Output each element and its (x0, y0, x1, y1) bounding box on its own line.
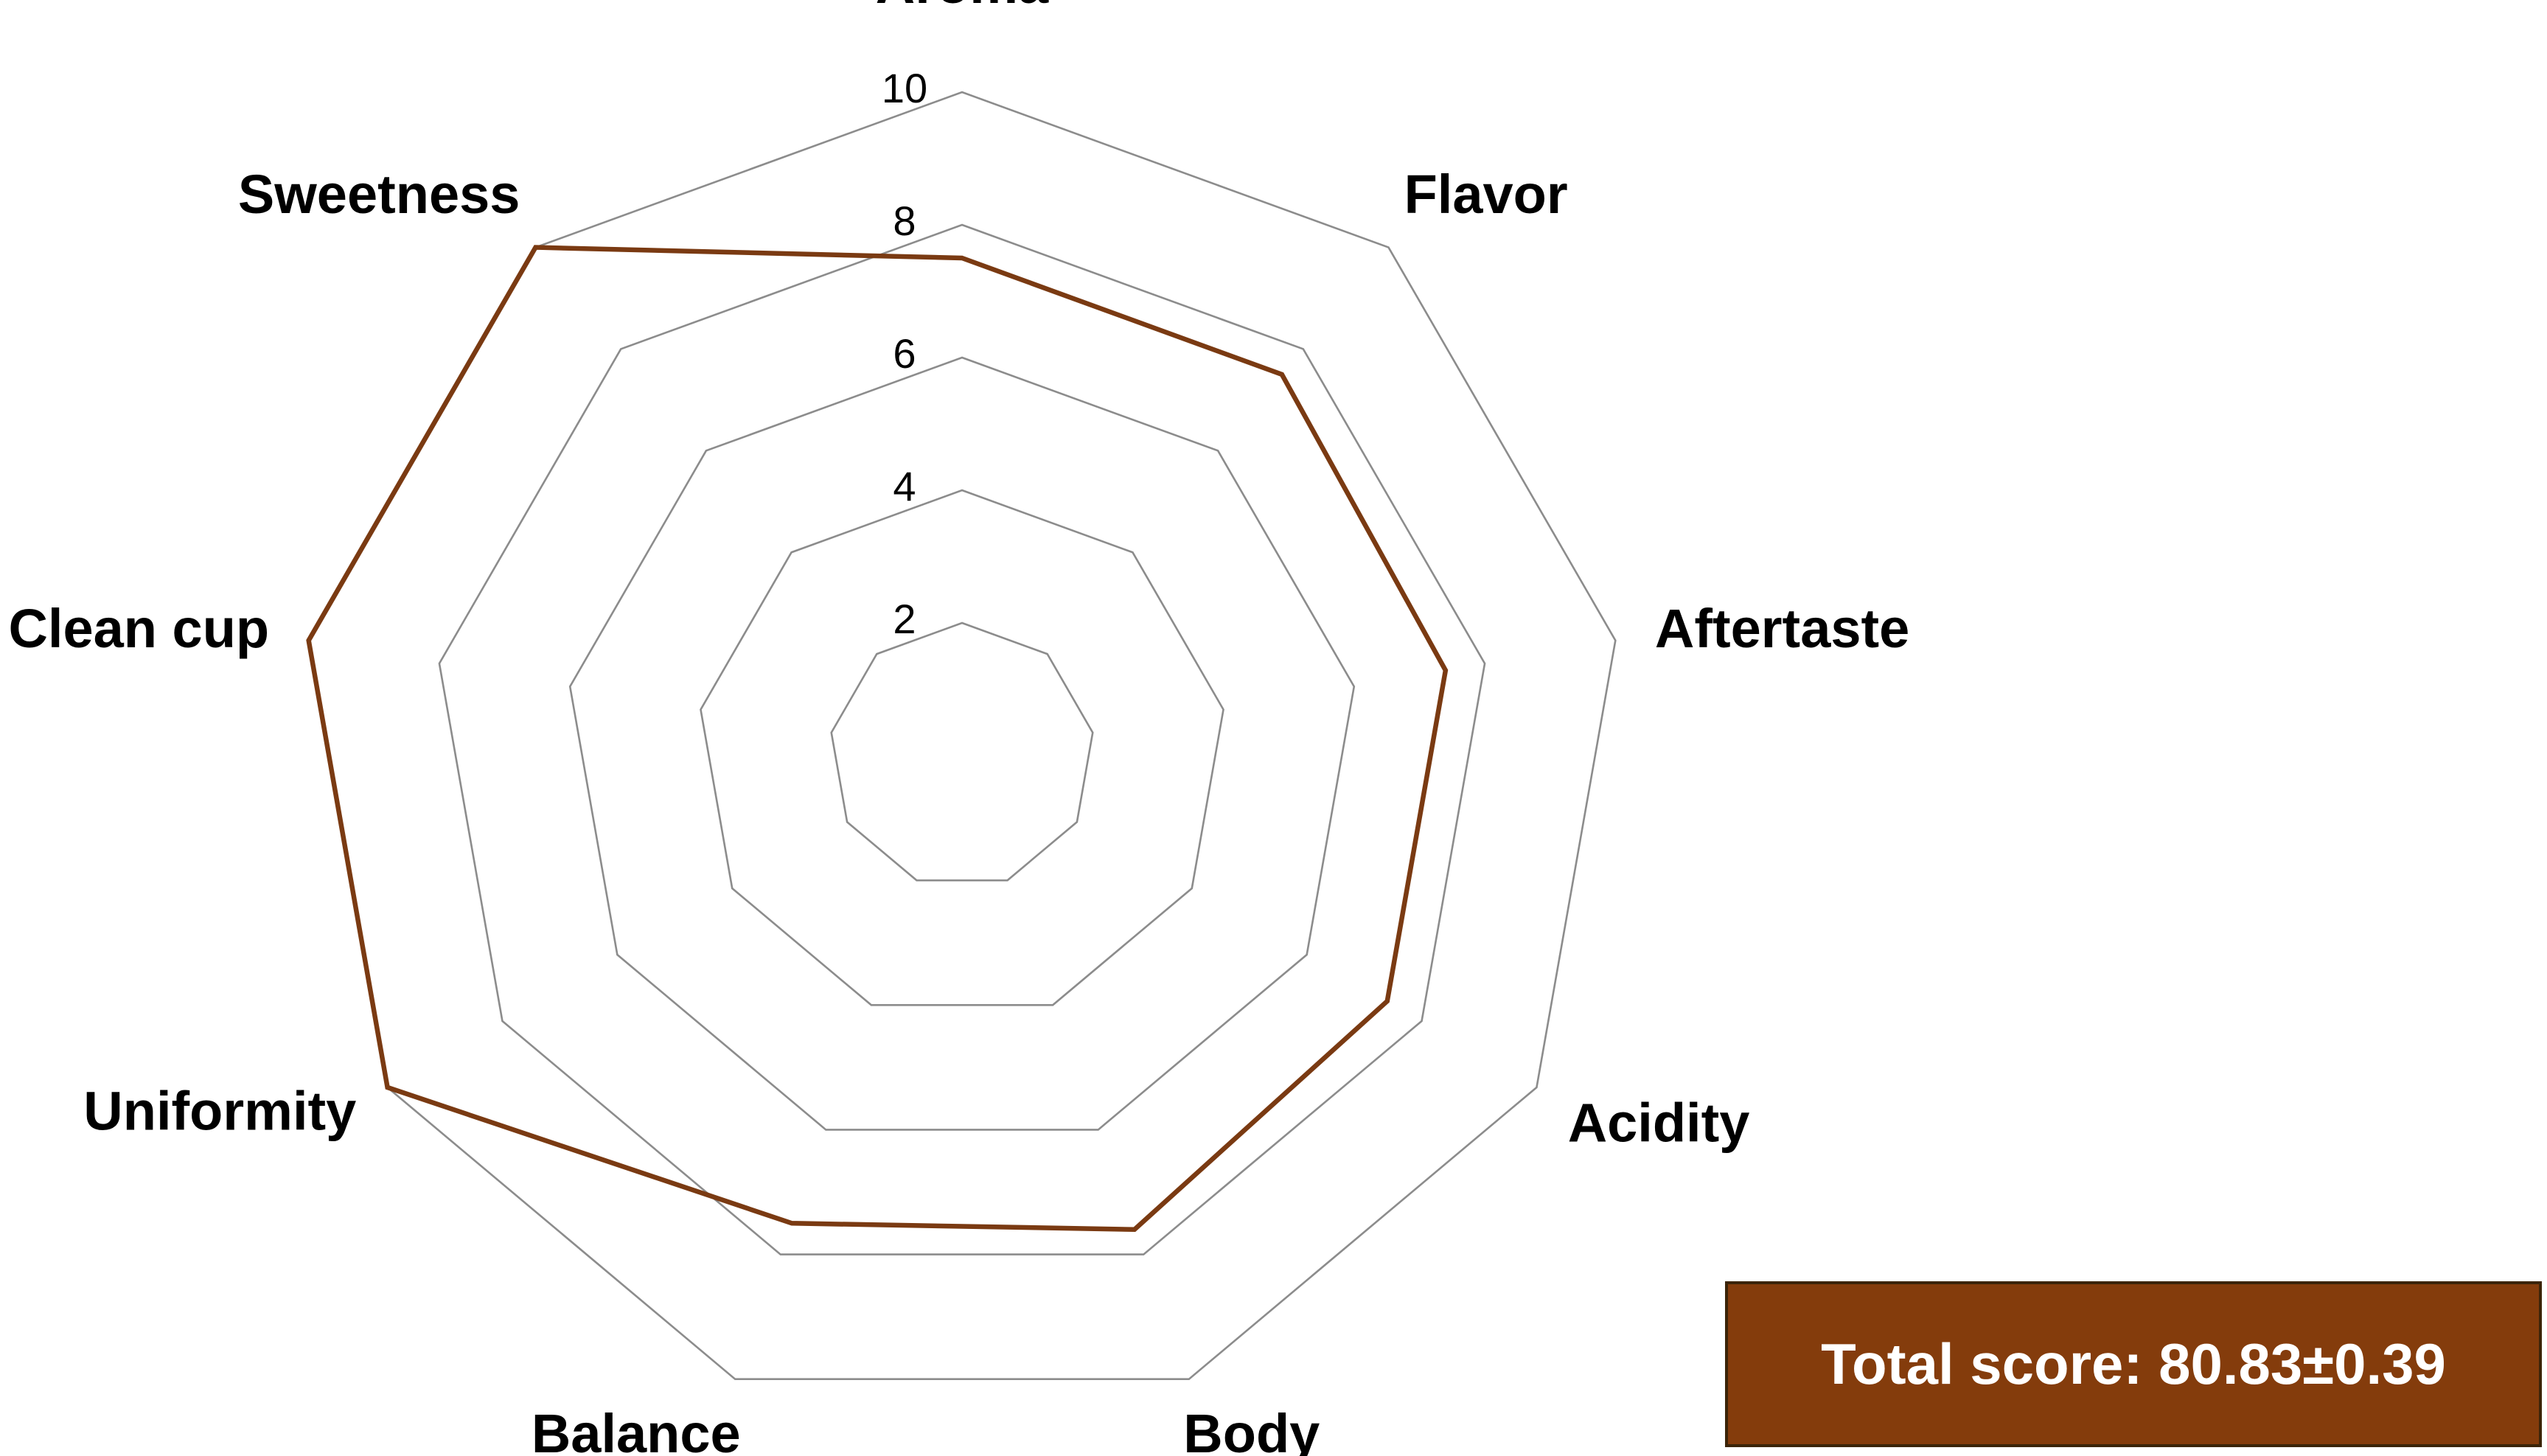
axis-label-aroma: Aroma (876, 0, 1049, 15)
tick-label-4: 4 (893, 463, 916, 509)
grid-ring-10 (307, 91, 1617, 1381)
tick-label-2: 2 (893, 596, 916, 642)
axis-label-uniformity: Uniformity (83, 1081, 356, 1142)
series-line-0 (306, 245, 1449, 1233)
axis-label-acidity: Acidity (1568, 1093, 1750, 1154)
radar-series (306, 245, 1449, 1233)
axis-label-body: Body (1183, 1403, 1320, 1456)
radar-axis-labels: Aroma Flavor Aftertaste Acidity Body Balance U… (8, 0, 1909, 1456)
grid-ring-2 (830, 621, 1094, 882)
tick-label-10: 10 (882, 65, 927, 111)
total-score-box: Total score: 80.83±0.39 (1725, 1281, 2542, 1447)
grid-ring-6 (568, 356, 1356, 1131)
tick-label-6: 6 (893, 330, 916, 377)
radar-grid (307, 91, 1617, 1381)
radar-tick-labels: 2 4 6 8 10 (882, 65, 927, 642)
axis-label-sweetness: Sweetness (238, 164, 520, 225)
axis-label-balance: Balance (532, 1403, 741, 1456)
axis-label-aftertaste: Aftertaste (1655, 598, 1909, 659)
grid-ring-4 (700, 489, 1224, 1006)
total-score-label: Total score: 80.83±0.39 (1821, 1331, 2446, 1396)
tick-label-8: 8 (893, 198, 916, 244)
axis-label-clean-cup: Clean cup (8, 598, 269, 659)
grid-ring-8 (438, 223, 1486, 1255)
axis-label-flavor: Flavor (1404, 164, 1568, 225)
